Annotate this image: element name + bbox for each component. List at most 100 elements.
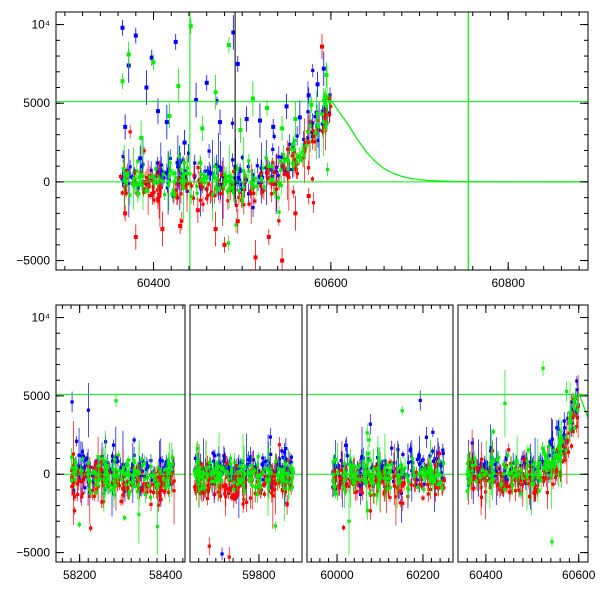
- bottom-seg4-point-green: [469, 478, 473, 483]
- bottom-seg2-point-green: [266, 486, 271, 490]
- bottom-seg3-point-green: [379, 475, 383, 479]
- bottom-seg2-point-green: [266, 480, 270, 484]
- bottom-seg4-point-red: [555, 469, 559, 473]
- bottom-seg2-point-green: [284, 462, 288, 466]
- top-point-green: [282, 159, 286, 163]
- bottom-seg4-point-green: [543, 462, 547, 466]
- bottom-seg1-point-green: [155, 525, 159, 529]
- top-point-green: [237, 189, 241, 193]
- top-outlier-point-red: [123, 211, 128, 216]
- top-point-green: [137, 176, 141, 180]
- top-outlier-point-blue: [173, 39, 178, 44]
- bottom-seg3-point-red: [383, 488, 387, 492]
- bottom-seg2-point-blue: [251, 458, 256, 462]
- bottom-seg1-point-green: [148, 495, 153, 499]
- bottom-seg2-point-green: [202, 485, 207, 490]
- top-outlier-point-blue: [271, 124, 276, 129]
- bottom-seg4-point-green: [568, 410, 573, 415]
- top-point-green: [222, 184, 226, 188]
- top-point-red: [191, 196, 196, 200]
- bottom-seg3-point-green: [388, 469, 392, 474]
- bottom-seg2-point-green: [213, 468, 218, 472]
- bottom-seg3-point-red: [400, 484, 404, 488]
- bottom-seg3-point-green: [421, 474, 425, 478]
- top-point-red: [237, 195, 241, 200]
- bottom-seg2-point-green: [275, 479, 279, 483]
- top-outlier-point-red: [306, 194, 311, 199]
- bottom-seg1-point-green: [166, 477, 170, 481]
- bottom-seg1-point-red: [155, 491, 159, 495]
- top-point-green: [181, 181, 185, 185]
- top-point-green: [316, 125, 320, 129]
- bottom-seg3-point-red: [398, 501, 402, 505]
- top-point-green: [226, 241, 231, 245]
- top-point-blue: [316, 138, 320, 142]
- top-outlier-point-blue: [138, 156, 143, 161]
- bottom-seg2-point-green: [195, 468, 199, 472]
- bottom-seg1-point-blue: [110, 470, 114, 475]
- bottom-seg4-point-blue: [493, 462, 497, 467]
- bottom-seg1-point-red: [80, 479, 84, 483]
- bottom-seg2-point-green: [268, 471, 272, 475]
- bottom-seg4-point-green: [467, 471, 471, 475]
- bottom-seg1-point-blue: [138, 489, 143, 493]
- bottom-seg1-point-red: [107, 471, 112, 475]
- bottom-seg1-point-blue: [160, 459, 164, 463]
- bottom-seg1-point-green: [110, 488, 114, 492]
- bottom-seg4-point-red: [498, 488, 502, 492]
- bottom-seg3-point-green: [405, 475, 409, 479]
- bottom-seg4-point-red: [517, 488, 521, 492]
- bottom-seg1-point-green: [167, 470, 171, 475]
- top-point-green: [291, 164, 296, 168]
- top-point-green: [279, 183, 283, 187]
- bottom-seg4-point-red: [509, 462, 513, 466]
- bottom-seg1-point-green: [137, 512, 141, 516]
- bottom-seg3-point-blue: [417, 453, 421, 457]
- bottom-seg1-point-red: [114, 479, 118, 484]
- top-outlier-point-green: [324, 72, 329, 77]
- top-point-red: [229, 189, 233, 193]
- bottom-seg2-point-green: [219, 479, 224, 483]
- bottom-seg4-point-green: [473, 457, 477, 461]
- bottom-seg2-point-green: [199, 487, 203, 491]
- bottom-seg2-point-red: [205, 462, 209, 466]
- bottom-seg1-point-red: [145, 490, 149, 495]
- bottom-seg1-point-red: [159, 478, 163, 483]
- bottom-seg4-point-green: [482, 473, 486, 477]
- bottom-seg3-point-green: [351, 481, 355, 485]
- bottom-seg4-point-green: [503, 488, 507, 492]
- top-point-green: [137, 192, 141, 196]
- bottom-seg3-point-green: [358, 463, 362, 467]
- bottom-seg4-point-blue: [548, 440, 552, 444]
- top-outlier-point-blue: [218, 120, 223, 125]
- bottom-seg1-point-red: [98, 465, 102, 470]
- bottom-seg2-point-green: [239, 477, 244, 481]
- top-point-green: [212, 176, 216, 180]
- bottom-seg4-point-red: [495, 484, 499, 488]
- top-point-red: [291, 190, 295, 194]
- bottom-seg4-point-red: [502, 481, 506, 485]
- bottom-seg2-point-red: [202, 475, 207, 480]
- bottom-seg3-point-green: [438, 473, 442, 477]
- bottom-seg2-point-green: [289, 480, 294, 484]
- bottom-seg2-point-red: [255, 480, 259, 484]
- bottom-seg1-point-green: [88, 479, 92, 483]
- bottom-seg3-point-blue: [431, 459, 436, 463]
- bottom-seg4-point-blue: [575, 379, 579, 383]
- bottom-seg1-point-blue: [83, 464, 87, 468]
- bottom-seg2-point-red: [261, 483, 266, 487]
- top-point-green: [153, 178, 157, 182]
- bottom-seg2-point-green: [289, 466, 293, 470]
- top-y-tick-label: −5000: [16, 254, 50, 268]
- bottom-seg3-point-red: [441, 484, 445, 488]
- bottom-seg2-point-green: [274, 459, 278, 463]
- top-point-green: [154, 167, 158, 171]
- bottom-seg4-point-green: [539, 478, 543, 483]
- bottom-seg1-point-green: [97, 464, 101, 468]
- bottom-seg2-point-red: [205, 496, 210, 501]
- bottom-seg2-point-green: [258, 481, 262, 485]
- top-point-green: [148, 175, 152, 179]
- top-point-red: [292, 149, 296, 153]
- bottom-seg3-point-green: [370, 476, 374, 480]
- top-point-red: [152, 190, 156, 195]
